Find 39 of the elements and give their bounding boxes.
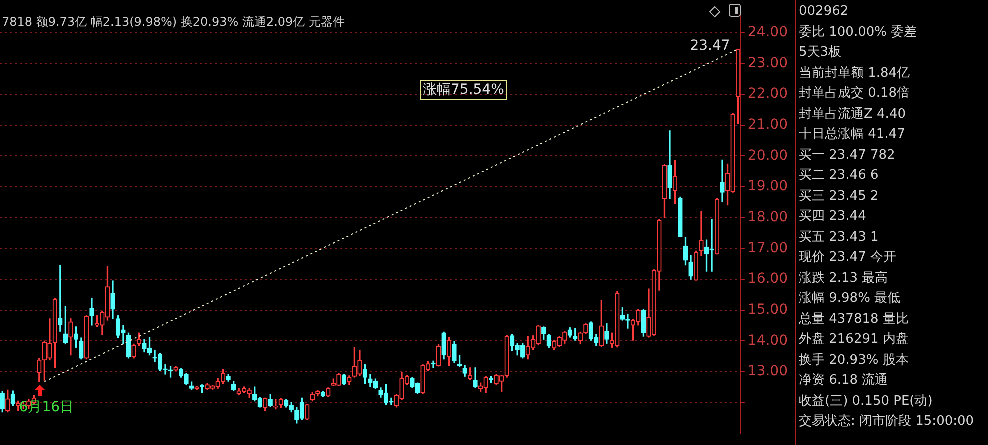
y-tick-label: 18.00 (748, 210, 788, 226)
y-tick-label: 13.00 (748, 364, 788, 380)
text: 现价 23.47 今开 (799, 249, 898, 267)
text: 买五 23.43 1 (799, 228, 880, 246)
text: 涨幅 9.98% 最低 (799, 290, 902, 308)
candlestick (58, 265, 63, 332)
y-tick-label: 21.00 (748, 117, 788, 134)
y-tick-label: 16.00 (748, 271, 788, 288)
y-tick-label: 23.00 (748, 55, 788, 72)
text: 封单占成交 0.18倍 (799, 85, 912, 103)
text: 交易状态: 闭市阶段 15:00:00 (799, 413, 976, 431)
y-tick-label: 20.00 (748, 148, 788, 164)
chart-title: 7818 额9.73亿 幅2.13(9.98%) 换20.93% 流通2.09亿 元器件 (2, 14, 346, 31)
y-tick-label: 19.00 (748, 178, 788, 195)
text: 换手 20.93% 股本 (799, 352, 910, 370)
text: 总量 437818 量比 (799, 310, 910, 328)
text: 净资 6.18 流通 (799, 372, 890, 390)
y-tick-label: 17.00 (748, 240, 788, 256)
y-tick-label: 24.00 (748, 24, 788, 41)
text: 5天3板 (799, 44, 843, 62)
candlestick (626, 314, 630, 329)
text: 当前封单额 1.84亿 (799, 64, 912, 82)
text: 委比 100.00% 委差 (799, 24, 918, 42)
y-tick-label: 15.00 (748, 302, 788, 318)
annotation: 23.47 (690, 38, 730, 54)
text: 买三 23.45 2 (799, 188, 880, 206)
y-tick-label: 14.00 (748, 332, 788, 349)
text: 买二 23.46 6 (799, 167, 880, 185)
text: 002962 (799, 3, 850, 21)
candlestick (699, 211, 704, 256)
text: 收益(三) 0.150 PE(动) (799, 392, 934, 410)
text: 十日总涨幅 41.47 (799, 126, 906, 144)
text: 外盘 216291 内盘 (799, 331, 910, 349)
text: 买一 23.47 782 (799, 146, 896, 164)
text: 买四 23.44 (799, 208, 868, 226)
y-tick-label: 22.00 (748, 86, 788, 102)
text: 涨跌 2.13 最高 (799, 270, 890, 288)
annotation: 涨幅75.54% (420, 80, 508, 100)
text: 封单占流通Z 4.40 (799, 106, 907, 124)
